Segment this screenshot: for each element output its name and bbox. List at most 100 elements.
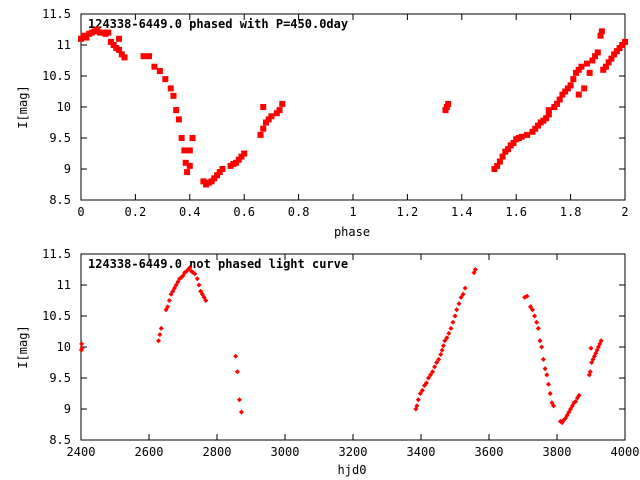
data-point — [173, 107, 180, 114]
data-point — [184, 169, 191, 176]
data-point — [238, 409, 244, 415]
data-point — [505, 146, 512, 153]
unphased-light-curve-chart: 124338-6449.0 not phased light curve hjd… — [16, 247, 639, 477]
x-tick-label: 2800 — [203, 445, 232, 459]
data-point — [616, 45, 623, 52]
y-tick-label: 10.5 — [42, 309, 71, 323]
data-point — [510, 139, 517, 146]
data-point — [181, 147, 188, 154]
data-point — [233, 353, 239, 359]
data-point — [532, 125, 539, 132]
data-point — [537, 338, 543, 344]
y-tick-group: 8.5 9 9.5 10 10.5 11 11.5 — [42, 247, 625, 447]
x-tick-label: 3600 — [475, 445, 504, 459]
x-tick-label: 4000 — [611, 445, 640, 459]
data-point — [203, 298, 209, 303]
data-point — [540, 356, 546, 362]
x-tick-label: 1.8 — [560, 205, 582, 219]
y-tick-label: 11.5 — [42, 247, 71, 261]
data-point — [219, 166, 226, 172]
y-tick-label: 8.5 — [49, 433, 71, 447]
data-point — [444, 335, 450, 341]
data-point — [454, 307, 460, 313]
data-point — [140, 53, 147, 60]
data-point — [440, 343, 446, 349]
data-point — [575, 91, 582, 98]
data-point — [462, 285, 468, 291]
data-point — [208, 178, 215, 185]
data-point — [175, 116, 182, 123]
data-point — [551, 403, 557, 409]
data-point — [235, 156, 242, 163]
data-point — [534, 122, 541, 129]
data-point — [196, 282, 202, 288]
data-point — [613, 48, 620, 55]
data-point — [257, 131, 264, 138]
y-tick-label: 10 — [57, 100, 71, 114]
data-point — [116, 35, 123, 42]
data-point — [524, 293, 530, 299]
data-point — [576, 392, 582, 398]
data-point — [556, 96, 563, 103]
data-point — [78, 35, 84, 42]
data-point — [442, 107, 449, 114]
x-tick-label: 1 — [349, 205, 356, 219]
data-point — [438, 351, 444, 357]
data-point — [460, 291, 466, 297]
data-point — [583, 60, 590, 67]
data-point-group — [78, 26, 628, 188]
data-point — [458, 294, 464, 300]
x-tick-label: 0.6 — [233, 205, 255, 219]
y-tick-label: 9.5 — [49, 131, 71, 145]
data-point — [234, 369, 240, 375]
data-point — [445, 100, 452, 107]
x-tick-label: 1.6 — [505, 205, 527, 219]
data-point — [200, 178, 207, 185]
data-point — [573, 399, 579, 405]
data-point — [178, 135, 185, 141]
data-point — [83, 34, 90, 41]
chart-title: 124338-6449.0 phased with P=450.0day — [88, 17, 348, 31]
data-point — [588, 345, 594, 351]
data-point — [600, 66, 607, 73]
data-point — [608, 55, 615, 62]
data-point — [597, 32, 604, 39]
data-point — [79, 345, 85, 351]
data-point — [79, 341, 85, 347]
y-axis-label: I[mag] — [16, 325, 30, 368]
data-point — [527, 304, 533, 310]
data-point — [573, 69, 580, 76]
data-point — [186, 162, 193, 169]
data-point — [564, 85, 571, 92]
data-point — [554, 100, 560, 107]
data-point — [529, 128, 536, 135]
data-point — [260, 104, 267, 110]
y-tick-label: 11.5 — [42, 7, 71, 21]
data-point — [211, 175, 218, 182]
x-tick-label: 0.4 — [179, 205, 201, 219]
data-point — [118, 51, 125, 58]
data-point — [598, 28, 605, 35]
data-point — [439, 347, 445, 353]
data-point — [419, 387, 425, 393]
data-point — [575, 66, 582, 73]
x-tick-label: 0.8 — [288, 205, 310, 219]
data-point — [543, 115, 550, 122]
data-point — [602, 63, 609, 70]
x-tick-label: 3000 — [271, 445, 300, 459]
data-point — [194, 276, 200, 282]
x-tick-label: 3200 — [339, 445, 368, 459]
data-point — [622, 38, 628, 45]
data-point — [456, 301, 462, 307]
y-tick-label: 9.5 — [49, 371, 71, 385]
data-point — [532, 313, 538, 319]
data-point — [589, 57, 596, 64]
data-point — [545, 111, 552, 118]
data-point — [491, 166, 498, 172]
x-axis-label: phase — [334, 225, 370, 239]
data-point — [432, 364, 438, 370]
data-point — [214, 172, 220, 179]
data-point — [121, 54, 128, 61]
data-point — [546, 381, 551, 387]
